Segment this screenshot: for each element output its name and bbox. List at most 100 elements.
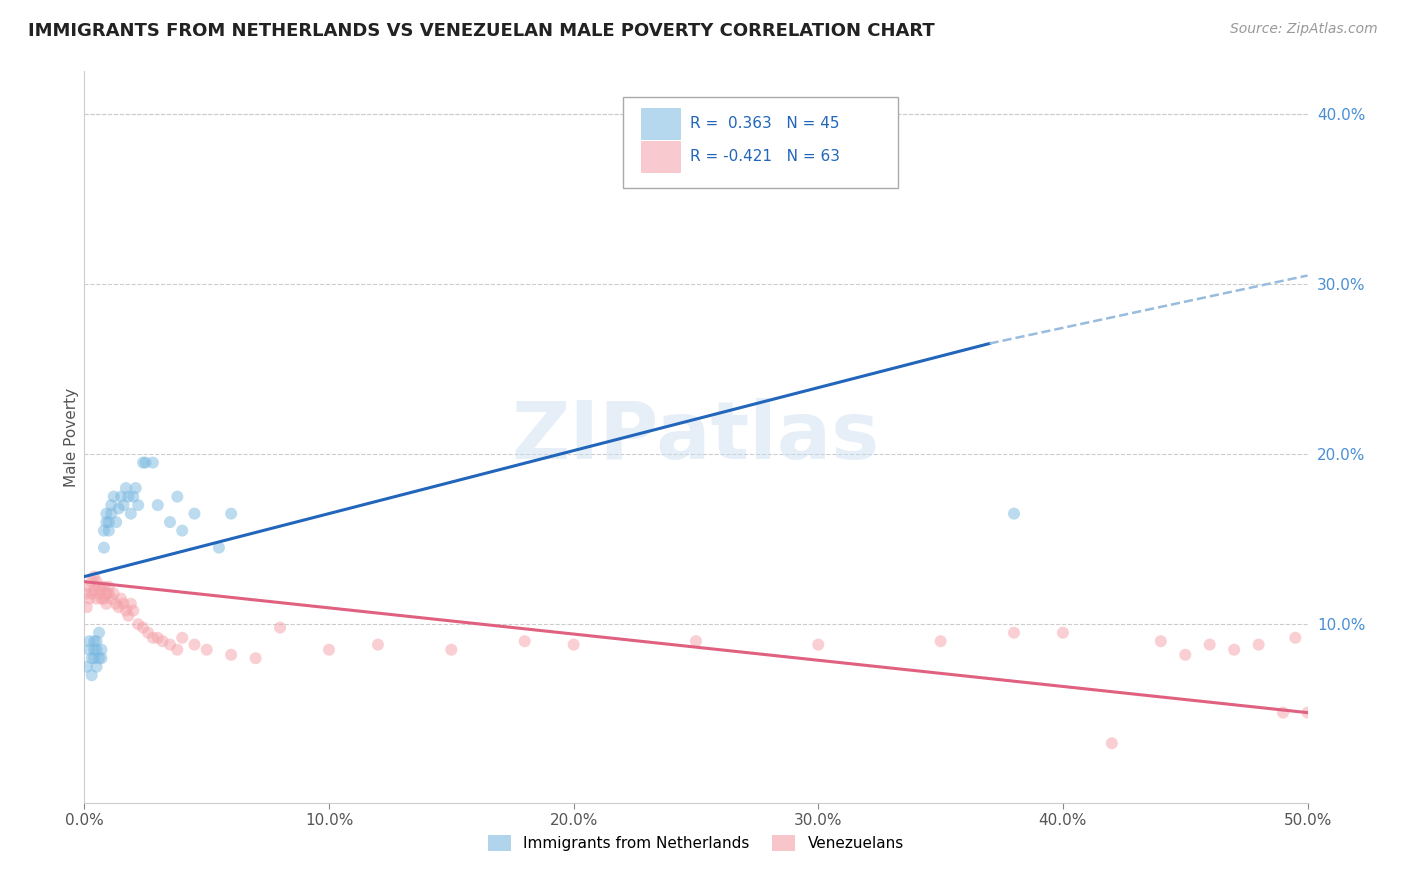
Point [1002, 625, 1025, 640]
Point [132, 621, 155, 635]
Point [100, 498, 122, 512]
Point [96, 507, 118, 521]
Point [117, 608, 139, 623]
Point [172, 524, 194, 538]
Y-axis label: Male Poverty: Male Poverty [63, 387, 79, 487]
Point [86, 659, 108, 673]
Point [90, 583, 112, 598]
Point [120, 597, 142, 611]
Point [105, 597, 128, 611]
Point [87, 586, 110, 600]
Point [135, 456, 157, 470]
Point [1198, 638, 1220, 652]
Point [107, 501, 129, 516]
Text: R =  0.363   N = 45: R = 0.363 N = 45 [690, 116, 839, 131]
Point [97, 586, 120, 600]
Point [166, 642, 188, 657]
Point [76, 586, 98, 600]
Point [80, 668, 103, 682]
Point [93, 580, 115, 594]
Point [195, 642, 218, 657]
Point [77, 634, 100, 648]
Point [132, 456, 155, 470]
Point [1150, 634, 1173, 648]
Point [86, 634, 108, 648]
Point [172, 631, 194, 645]
Point [1101, 736, 1123, 750]
Point [146, 631, 169, 645]
Point [112, 498, 135, 512]
Point [110, 591, 132, 606]
Point [77, 580, 100, 594]
Text: IMMIGRANTS FROM NETHERLANDS VS VENEZUELAN MALE POVERTY CORRELATION CHART: IMMIGRANTS FROM NETHERLANDS VS VENEZUELA… [28, 22, 935, 40]
Point [103, 586, 125, 600]
FancyBboxPatch shape [623, 97, 898, 188]
Point [1052, 625, 1074, 640]
Text: R = -0.421   N = 63: R = -0.421 N = 63 [690, 149, 839, 164]
Point [83, 651, 105, 665]
FancyBboxPatch shape [641, 141, 681, 171]
Point [125, 481, 148, 495]
Point [127, 498, 149, 512]
Point [97, 515, 120, 529]
Point [90, 642, 112, 657]
Point [107, 600, 129, 615]
Point [127, 617, 149, 632]
Point [115, 604, 138, 618]
Point [318, 642, 340, 657]
Point [1272, 706, 1295, 720]
Point [122, 604, 145, 618]
Point [96, 586, 118, 600]
Point [115, 481, 138, 495]
Point [159, 638, 181, 652]
Point [76, 659, 98, 673]
Point [86, 591, 108, 606]
Point [77, 642, 100, 657]
Point [83, 634, 105, 648]
Point [112, 597, 135, 611]
Point [103, 490, 125, 504]
Point [93, 524, 115, 538]
Point [152, 634, 174, 648]
Point [142, 456, 165, 470]
Point [562, 638, 585, 652]
Point [142, 631, 165, 645]
FancyBboxPatch shape [641, 108, 681, 138]
Point [86, 642, 108, 657]
Point [245, 651, 267, 665]
Point [87, 580, 110, 594]
Text: Source: ZipAtlas.com: Source: ZipAtlas.com [1230, 22, 1378, 37]
Point [77, 591, 100, 606]
Legend: Immigrants from Netherlands, Venezuelans: Immigrants from Netherlands, Venezuelans [482, 830, 910, 857]
Point [1296, 706, 1319, 720]
Point [166, 490, 188, 504]
Point [110, 490, 132, 504]
Point [159, 515, 181, 529]
Point [96, 597, 118, 611]
Point [440, 642, 463, 657]
Point [96, 515, 118, 529]
Point [1284, 631, 1306, 645]
Point [1247, 638, 1270, 652]
Point [76, 600, 98, 615]
Point [122, 490, 145, 504]
Point [93, 541, 115, 555]
Point [219, 507, 242, 521]
Point [929, 634, 952, 648]
Point [146, 498, 169, 512]
Point [83, 583, 105, 598]
Point [97, 580, 120, 594]
Point [90, 651, 112, 665]
Point [208, 541, 231, 555]
Point [86, 574, 108, 589]
Point [367, 638, 389, 652]
Point [136, 625, 159, 640]
Point [685, 634, 707, 648]
Point [100, 507, 122, 521]
Point [87, 625, 110, 640]
Point [183, 507, 205, 521]
Point [83, 569, 105, 583]
Point [513, 634, 536, 648]
Point [120, 507, 142, 521]
Point [269, 621, 291, 635]
